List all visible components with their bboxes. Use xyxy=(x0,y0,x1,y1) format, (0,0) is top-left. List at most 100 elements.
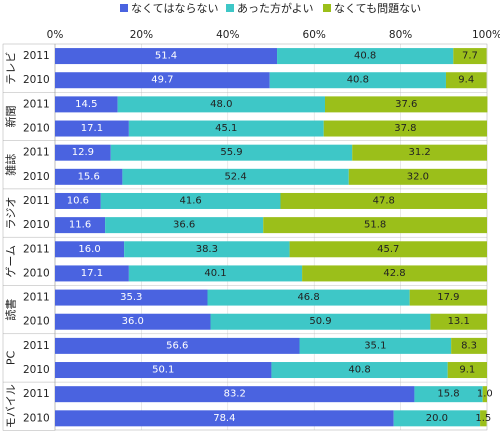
year-label: 2010 xyxy=(23,316,50,328)
bar-segment xyxy=(445,72,487,89)
bar-row: 2010 11.6 36.6 51.8 xyxy=(23,217,487,234)
data-label: 11.6 xyxy=(69,220,91,231)
bar-segment xyxy=(105,217,264,234)
x-tick-label: 20% xyxy=(130,29,153,41)
data-label: 49.7 xyxy=(151,75,173,86)
x-axis: 0% 20% 40% 60% 80% 100% xyxy=(47,29,500,41)
bar-segment xyxy=(348,168,487,185)
legend-swatch-1 xyxy=(120,4,128,12)
bar-segment xyxy=(128,265,303,282)
data-label: 51.4 xyxy=(155,51,177,62)
bar-segment xyxy=(280,192,487,209)
bar-segment xyxy=(482,386,487,403)
bar-segment xyxy=(269,72,446,89)
data-label: 37.6 xyxy=(395,99,417,110)
data-label: 8.3 xyxy=(461,340,477,351)
data-label: 35.1 xyxy=(364,340,386,351)
bar-segment xyxy=(325,96,488,113)
data-label: 16.0 xyxy=(78,244,100,255)
data-label: 12.9 xyxy=(72,147,94,158)
year-label: 2010 xyxy=(23,171,50,183)
data-label: 50.1 xyxy=(152,365,174,376)
year-label: 2011 xyxy=(23,98,50,110)
bar-row: 2010 78.4 20.0 1.5 xyxy=(23,410,491,427)
bar-segment xyxy=(117,96,325,113)
data-label: 50.9 xyxy=(309,316,331,327)
year-label: 2011 xyxy=(23,195,50,207)
bar-segment xyxy=(393,410,481,427)
data-label: 47.8 xyxy=(373,195,395,206)
group-8: モバイル 2011 83.2 15.8 1.0 2010 78.4 20.0 1.5 xyxy=(3,381,493,428)
bar-segment xyxy=(55,72,270,89)
year-label: 2011 xyxy=(23,292,50,304)
group-label: ゲーム xyxy=(5,245,18,278)
data-label: 9.4 xyxy=(458,75,474,86)
bar-segment xyxy=(414,386,483,403)
group-label: 雑誌 xyxy=(4,154,18,176)
data-label: 14.5 xyxy=(75,99,97,110)
bar-segment xyxy=(302,265,487,282)
bar-row: 2010 50.1 40.8 9.1 xyxy=(23,362,487,379)
data-label: 40.8 xyxy=(354,51,376,62)
bar-segment xyxy=(289,241,487,258)
group-1: テレビ 2011 51.4 40.8 7.7 2010 49.7 40.8 9.4 xyxy=(5,48,487,89)
year-label: 2010 xyxy=(23,123,50,135)
year-label: 2011 xyxy=(23,340,50,352)
data-label: 83.2 xyxy=(224,389,246,400)
bar-segment xyxy=(55,410,394,427)
bar-row: 2010 15.6 52.4 32.0 xyxy=(23,168,487,185)
bar-segment xyxy=(447,362,487,379)
group-label: 読書 xyxy=(4,299,18,321)
data-label: 15.8 xyxy=(437,389,459,400)
data-label: 36.6 xyxy=(173,220,195,231)
data-label: 31.2 xyxy=(408,147,430,158)
year-label: 2010 xyxy=(23,364,50,376)
bar-row: 2010 49.7 40.8 9.4 xyxy=(23,72,487,89)
bar-segment xyxy=(263,217,487,234)
legend-label-2: あった方がよい xyxy=(237,1,313,15)
bar-segment xyxy=(100,192,281,209)
bar-segment xyxy=(451,337,487,354)
data-label: 40.8 xyxy=(347,75,369,86)
group-7: PC 2011 56.6 35.1 8.3 2010 50.1 40.8 9.1 xyxy=(3,333,487,379)
legend-label-3: なくても問題ない xyxy=(334,2,421,15)
bar-segment xyxy=(55,289,208,306)
year-label: 2010 xyxy=(23,267,50,279)
group-6: 読書 2011 35.3 46.8 17.9 2010 36.0 50.9 13.1 xyxy=(3,285,487,330)
data-label: 42.8 xyxy=(383,268,405,279)
bar-segment xyxy=(207,289,410,306)
bar-segment xyxy=(55,337,300,354)
bar-row: 2011 16.0 38.3 45.7 xyxy=(23,241,487,258)
group-label: ラジオ xyxy=(5,197,18,230)
bar-row: 2011 12.9 55.9 31.2 xyxy=(23,144,487,161)
bar-segment xyxy=(55,120,129,137)
group-label: PC xyxy=(5,350,18,365)
year-label: 2011 xyxy=(23,50,50,62)
data-label: 37.8 xyxy=(394,123,416,134)
bar-segment xyxy=(55,241,125,258)
data-label: 32.0 xyxy=(407,171,429,182)
bar-segment xyxy=(453,48,487,65)
bar-segment xyxy=(128,120,324,137)
bar-segment xyxy=(55,313,211,330)
bar-segment xyxy=(299,337,452,354)
data-label: 52.4 xyxy=(224,171,246,182)
data-label: 48.0 xyxy=(210,99,232,110)
bar-segment xyxy=(55,144,111,161)
data-label: 9.1 xyxy=(459,365,475,376)
group-3: 雑誌 2011 12.9 55.9 31.2 2010 15.6 52.4 32.0 xyxy=(3,140,487,185)
bar-segment xyxy=(352,144,487,161)
data-label: 1.0 xyxy=(477,389,493,400)
group-5: ゲーム 2011 16.0 38.3 45.7 2010 17.1 40.1 42.8 xyxy=(3,236,487,282)
data-label: 55.9 xyxy=(220,147,242,158)
legend-label-1: なくてはならない xyxy=(131,2,218,15)
data-label: 78.4 xyxy=(213,413,235,424)
year-label: 2010 xyxy=(23,219,50,231)
bar-row: 2010 36.0 50.9 13.1 xyxy=(23,313,487,330)
data-label: 35.3 xyxy=(120,292,142,303)
bar-segment xyxy=(277,48,454,65)
bar-row: 2011 35.3 46.8 17.9 xyxy=(23,289,487,306)
data-label: 20.0 xyxy=(426,413,448,424)
bar-segment xyxy=(323,120,487,137)
